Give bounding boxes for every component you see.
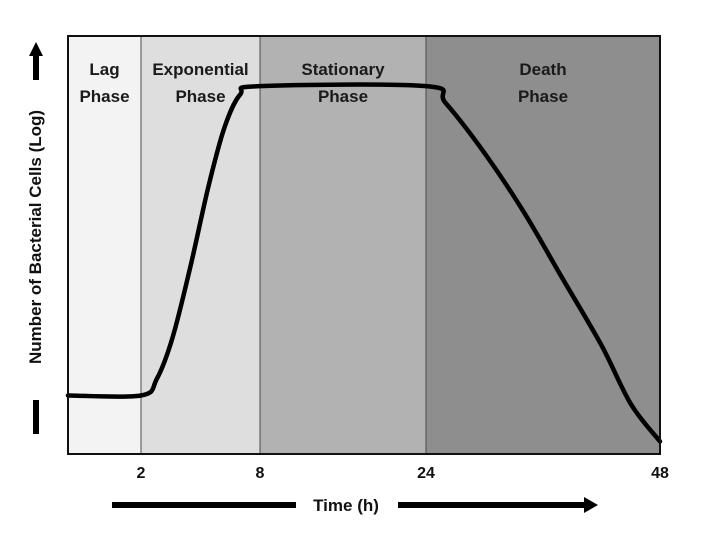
phase-label-2-line-1: Exponential — [152, 60, 248, 79]
x-tick-label-48: 48 — [651, 465, 669, 482]
phase-dividers — [140, 36, 427, 454]
phase-label-4-line-2: Phase — [518, 87, 568, 106]
phase-band-1 — [68, 36, 141, 454]
growth-curve-line — [65, 82, 663, 444]
x-axis-arrowhead — [584, 497, 598, 513]
plot-frame — [67, 35, 661, 455]
x-tick-labels: 2 8 24 48 — [137, 465, 669, 482]
phase-label-1-line-1: Lag — [89, 60, 119, 79]
phase-labels: Lag Phase Exponential Phase Stationary Phase D… — [79, 60, 568, 106]
phase-label-3-line-1: Stationary — [301, 60, 385, 79]
phase-label-2-line-2: Phase — [175, 87, 225, 106]
phase-label-3-line-2: Phase — [318, 87, 368, 106]
x-tick-label-24: 24 — [417, 465, 435, 482]
x-tick-label-8: 8 — [256, 465, 265, 482]
phase-label-1-line-2: Phase — [79, 87, 129, 106]
y-axis-title: Number of Bacterial Cells (Log) — [26, 110, 45, 364]
phase-label-4-line-1: Death — [519, 60, 566, 79]
x-axis-title-group: Time (h) — [112, 496, 598, 515]
y-axis-arrowhead — [29, 42, 43, 56]
curve-layer — [65, 82, 663, 444]
phase-band-3 — [260, 36, 426, 454]
y-axis-title-group: Number of Bacterial Cells (Log) — [26, 42, 45, 434]
phase-band-2 — [141, 36, 260, 454]
x-axis-title: Time (h) — [313, 496, 379, 515]
x-tick-label-2: 2 — [137, 465, 146, 482]
